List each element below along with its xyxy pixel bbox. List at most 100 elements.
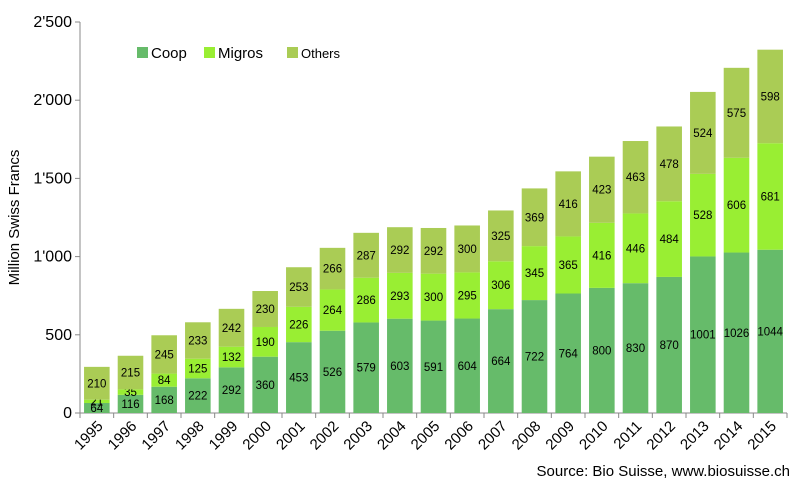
data-label: 300 [424,292,443,304]
legend-label-coop: Coop [151,45,187,62]
x-tick-label: 2008 [509,418,545,454]
data-label: 681 [761,191,780,203]
data-label: 598 [761,91,780,103]
bar-segment-migros [488,261,514,310]
bar-segment-migros [117,389,144,395]
bar-segment-coop [151,386,177,413]
bar-segment-others [454,225,480,273]
bar-segment-migros [286,306,312,343]
bar-segment-coop [555,293,581,413]
data-label: 215 [121,368,140,380]
bar-segment-migros [151,373,177,387]
data-label: 266 [323,264,342,276]
bar-segment-coop [252,356,278,413]
data-label: 416 [592,250,611,262]
data-label: 64 [90,403,103,415]
bar-segment-migros [521,246,548,301]
x-tick-label: 2007 [475,418,511,454]
x-tick-label: 2002 [307,418,343,454]
data-label: 575 [727,108,746,120]
data-label: 830 [626,343,645,355]
x-tick-label: 2009 [542,418,578,454]
x-tick-label: 2004 [374,418,410,454]
x-tick-label: 1996 [105,418,141,454]
data-label: 286 [357,295,376,307]
bar-segment-coop [589,287,615,413]
data-label: 484 [660,234,680,246]
bar-segment-coop [387,318,413,413]
bar-segment-others [589,156,615,223]
bar-segment-coop [218,367,245,413]
x-tick-label: 1999 [206,418,242,454]
x-tick-label: 2011 [610,418,645,453]
bar-segment-others [690,91,716,174]
bar-segment-others [319,247,346,290]
bar-segment-coop [185,378,211,413]
data-label: 230 [256,304,275,316]
data-label: 423 [592,185,611,197]
legend-swatch-others [287,47,298,58]
y-tick-label: 500 [45,327,72,344]
bar-segment-others [521,188,548,247]
bar-segment-migros [723,157,750,253]
bar-segment-migros [589,222,615,288]
bar-segment-others [117,355,144,390]
x-tick-label: 2003 [340,418,376,454]
bar-segment-coop [656,276,682,413]
data-label: 528 [693,210,712,222]
bar-segment-coop [723,252,750,413]
legend-label-others: Others [301,46,341,61]
data-label: 325 [491,231,510,243]
bar-segment-coop [757,249,783,413]
x-tick-label: 2005 [408,418,444,454]
bar-segment-migros [218,346,245,368]
x-tick-label: 2006 [441,418,477,454]
bar-segment-coop [690,256,716,413]
data-label: 416 [559,199,578,211]
data-label: 345 [525,268,544,280]
data-label: 295 [458,290,477,302]
bar-segment-coop [622,283,649,413]
bar-segment-migros [757,143,783,250]
bar-segment-others [723,67,750,158]
y-axis-title: Million Swiss Francs [6,150,23,286]
x-tick-label: 2013 [677,418,713,454]
data-label: 245 [155,349,174,361]
bar-segment-coop [420,320,447,413]
data-label: 210 [87,378,106,390]
data-label: 446 [626,243,645,255]
bar-segment-others [252,291,278,327]
data-label: 292 [424,246,443,258]
bar-segment-migros [353,277,379,323]
bar-segment-migros [622,213,649,284]
y-tick-label: 0 [63,405,72,422]
data-label: 800 [592,345,611,357]
bar-segment-migros [454,272,480,319]
bar-segment-coop [521,300,548,413]
data-label: 369 [525,212,544,224]
data-label: 306 [491,280,510,292]
source-note: Source: Bio Suisse, www.biosuisse.ch [536,463,790,480]
data-label: 293 [390,291,409,303]
bar-segment-migros [690,173,716,257]
data-label: 1001 [690,330,716,342]
x-tick-label: 2001 [273,418,309,454]
data-label: 226 [289,319,308,331]
data-label: 664 [491,356,511,368]
x-tick-label: 2012 [643,418,679,454]
bar-segment-others [84,366,110,400]
data-label: 132 [222,352,241,364]
data-label: 579 [357,363,376,375]
data-label: 478 [660,159,679,171]
data-label: 365 [559,260,578,272]
data-label: 264 [323,305,343,317]
legend-label-migros: Migros [218,45,263,62]
data-label: 603 [390,361,409,373]
x-tick-label: 1995 [71,418,107,454]
data-label: 1044 [757,326,783,338]
bar-segment-coop [84,402,110,413]
bar-segment-coop [286,342,312,413]
bar-segment-coop [353,322,379,413]
bar-segment-migros [420,273,447,321]
